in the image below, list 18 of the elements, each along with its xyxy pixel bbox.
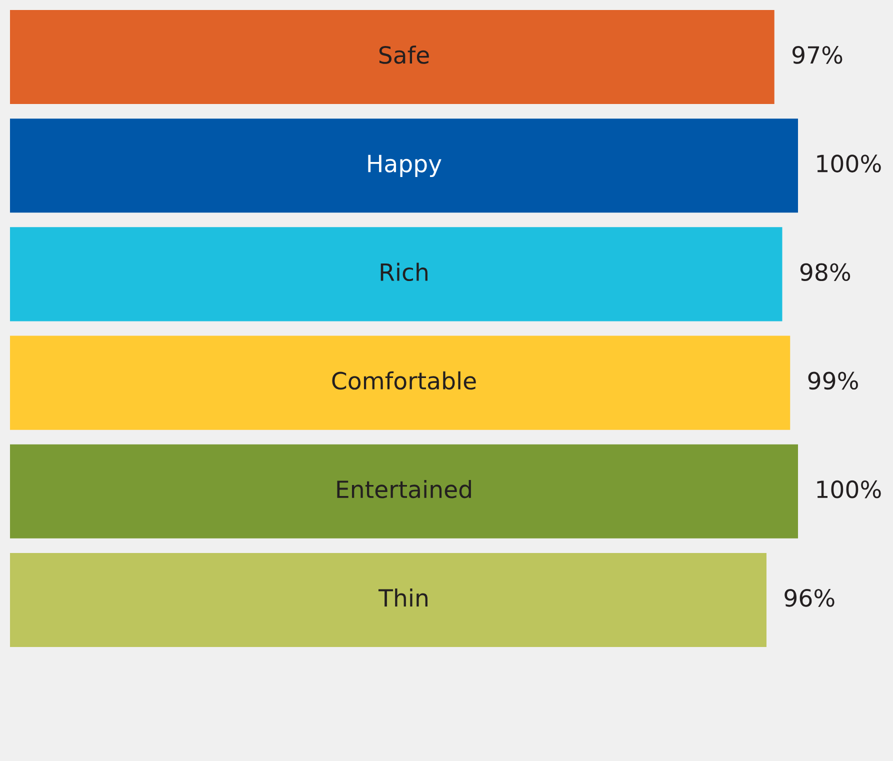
y-tick-label: Safe xyxy=(379,46,429,64)
data-label: 97% xyxy=(792,46,842,64)
y-tick-label: Comfortable xyxy=(332,371,476,390)
data-label: 98% xyxy=(800,263,850,282)
y-tick-label: Happy xyxy=(368,154,442,178)
bar xyxy=(10,336,790,430)
y-tick-label: Rich xyxy=(380,262,428,282)
bar xyxy=(10,10,774,104)
bar xyxy=(10,444,798,538)
bar xyxy=(10,227,782,322)
data-label: 96% xyxy=(784,588,834,607)
y-tick-label: Thin xyxy=(378,588,428,606)
y-tick-label: Entertained xyxy=(337,480,471,498)
data-label: 100% xyxy=(817,154,881,172)
data-label: 99% xyxy=(808,372,858,390)
bar xyxy=(10,552,766,647)
data-label: 100% xyxy=(817,480,881,498)
bar xyxy=(10,118,798,213)
